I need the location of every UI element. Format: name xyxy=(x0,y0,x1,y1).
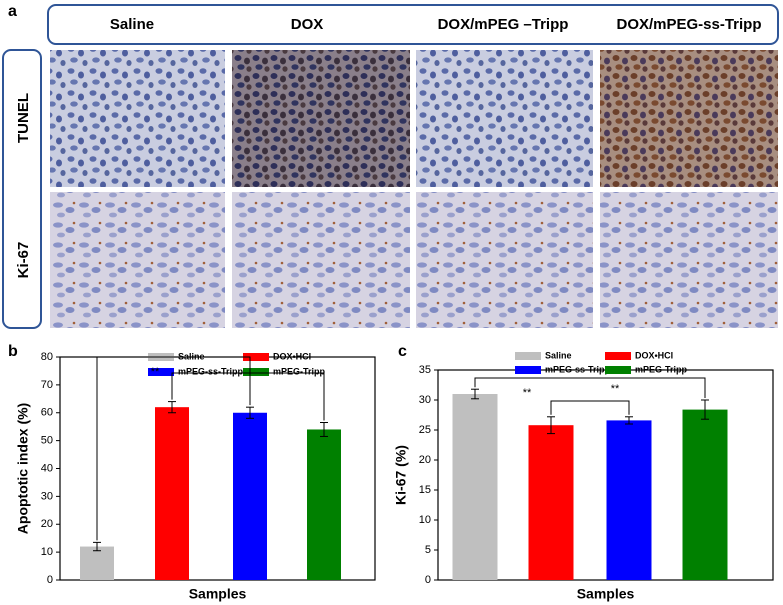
legend-swatch xyxy=(515,352,541,360)
y-tick-label: 30 xyxy=(419,394,431,406)
annotation: ** xyxy=(611,383,620,395)
x-axis-label: Samples xyxy=(189,586,247,602)
micrograph xyxy=(232,192,410,328)
header-box xyxy=(47,4,779,45)
column-header: DOX xyxy=(291,16,324,33)
micrograph xyxy=(600,50,778,187)
y-tick-label: 30 xyxy=(41,490,53,502)
y-tick-label: 35 xyxy=(419,364,431,376)
bar xyxy=(155,407,189,580)
bar xyxy=(80,546,114,580)
panel-label: c xyxy=(398,343,407,360)
bar xyxy=(682,409,728,580)
annotation: ** xyxy=(151,366,160,378)
y-axis-label: Apoptotic index (%) xyxy=(15,403,31,534)
y-tick-label: 80 xyxy=(41,351,53,363)
y-tick-label: 15 xyxy=(419,484,431,496)
row-label: Ki-67 xyxy=(15,242,32,279)
bar xyxy=(528,425,574,580)
legend-swatch xyxy=(515,366,541,374)
panel-label: a xyxy=(8,3,17,20)
y-tick-label: 0 xyxy=(425,574,431,586)
legend-swatch xyxy=(243,353,269,361)
y-tick-label: 40 xyxy=(41,462,53,474)
row-label: TUNEL xyxy=(15,93,32,143)
y-tick-label: 60 xyxy=(41,407,53,419)
legend-label: DOX•HCl xyxy=(273,351,311,361)
legend-label: DOX•HCl xyxy=(635,350,673,360)
legend-label: mPEG-ss-Tripp xyxy=(178,366,244,376)
bar xyxy=(233,412,267,580)
y-tick-label: 20 xyxy=(41,518,53,530)
legend-label: mPEG-Tripp xyxy=(273,366,326,376)
column-header: DOX/mPEG –Tripp xyxy=(438,16,569,33)
legend-swatch xyxy=(148,368,174,376)
y-tick-label: 20 xyxy=(419,454,431,466)
panel-label: b xyxy=(8,343,18,360)
micrograph xyxy=(50,192,225,328)
row-box xyxy=(2,49,42,329)
legend-swatch xyxy=(605,352,631,360)
annotation: ** xyxy=(523,387,532,399)
bar xyxy=(307,429,341,580)
significance-bracket xyxy=(550,400,630,415)
legend-label: Saline xyxy=(178,351,205,361)
legend-swatch xyxy=(605,366,631,374)
column-header: DOX/mPEG-ss-Tripp xyxy=(616,16,761,33)
legend-swatch xyxy=(243,368,269,376)
y-axis-label: Ki-67 (%) xyxy=(393,445,409,505)
legend-label: mPEG-Tripp xyxy=(635,364,688,374)
x-axis-label: Samples xyxy=(577,586,635,602)
legend-label: Saline xyxy=(545,350,572,360)
bar xyxy=(606,420,652,580)
micrograph xyxy=(600,192,778,328)
y-tick-label: 5 xyxy=(425,544,431,556)
micrograph xyxy=(416,50,593,187)
column-header: Saline xyxy=(110,16,154,33)
significance-bracket xyxy=(96,356,251,541)
micrograph xyxy=(50,50,225,187)
y-tick-label: 25 xyxy=(419,424,431,436)
y-tick-label: 10 xyxy=(419,514,431,526)
y-tick-label: 50 xyxy=(41,435,53,447)
y-tick-label: 10 xyxy=(41,546,53,558)
y-tick-label: 70 xyxy=(41,379,53,391)
bar xyxy=(452,394,498,580)
significance-bracket xyxy=(171,372,325,421)
micrograph xyxy=(232,50,410,187)
y-tick-label: 0 xyxy=(47,574,53,586)
micrograph xyxy=(416,192,593,328)
legend-label: mPEG-ss-Tripp xyxy=(545,364,611,374)
significance-bracket xyxy=(474,377,706,398)
